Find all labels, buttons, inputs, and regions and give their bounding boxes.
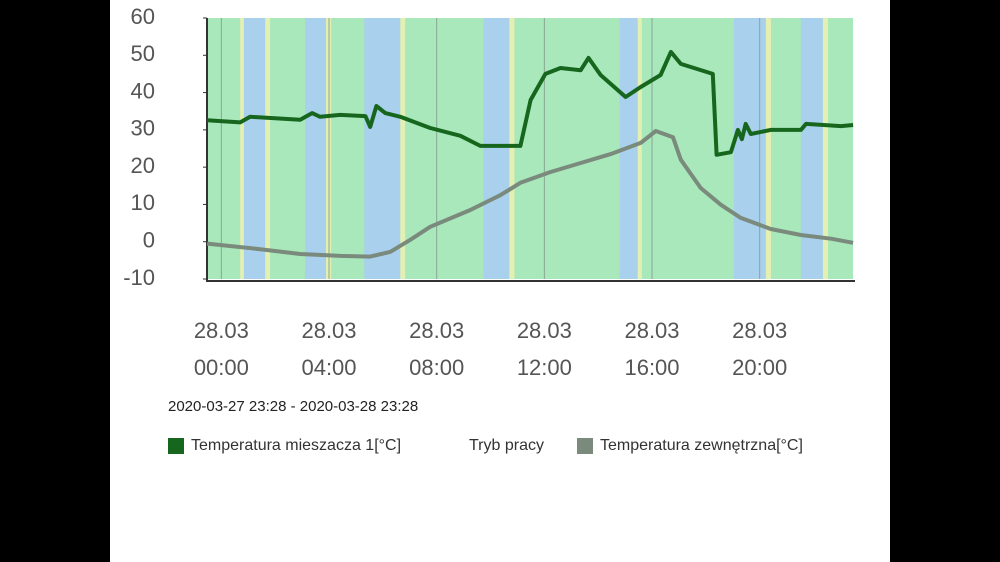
y-tick-label: 50 (131, 41, 155, 66)
legend-label: Temperatura mieszacza 1[°C] (191, 437, 402, 454)
y-tick-label: 10 (131, 190, 155, 215)
y-tick-label: -10 (123, 265, 155, 290)
legend-label: Tryb pracy (469, 437, 544, 454)
series-line (206, 129, 854, 259)
y-tick-label: 60 (131, 4, 155, 29)
mode-band (765, 18, 771, 279)
x-tick-label: 28.03 08:00 (409, 318, 465, 380)
mode-band (509, 18, 515, 279)
legend-swatch (577, 438, 593, 454)
y-tick-label: 30 (131, 116, 155, 141)
y-tick-label: 0 (143, 228, 155, 253)
series-line (206, 49, 854, 157)
mode-band (240, 18, 244, 279)
mode-band (305, 18, 327, 279)
mode-band (400, 18, 406, 279)
mode-band (637, 18, 642, 279)
x-tick-label: 28.03 04:00 (301, 318, 357, 380)
legend-swatch (168, 438, 184, 454)
mode-band (265, 18, 271, 279)
x-tick-label: 28.03 12:00 (516, 318, 572, 380)
x-tick-label: 28.03 16:00 (624, 318, 680, 380)
legend-label: Temperatura zewnętrzna[°C] (600, 437, 803, 454)
date-range: 2020-03-27 23:28 - 2020-03-28 23:28 (168, 398, 419, 415)
mode-band (800, 18, 823, 279)
mode-band (483, 18, 510, 279)
y-tick-label: 40 (131, 78, 155, 103)
y-tick-label: 20 (131, 153, 155, 178)
x-tick-label: 28.03 00:00 (193, 318, 249, 380)
mode-band (364, 18, 401, 279)
x-tick-label: 28.03 20:00 (732, 318, 788, 380)
mode-band (243, 18, 266, 279)
mode-band (733, 18, 766, 279)
mode-band (822, 18, 829, 279)
